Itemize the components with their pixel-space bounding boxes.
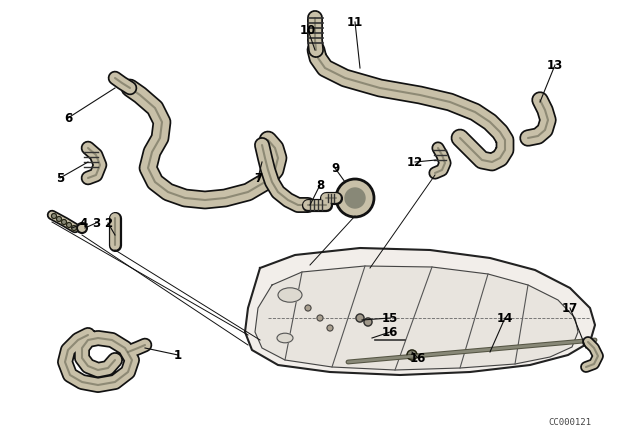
Circle shape bbox=[356, 314, 364, 322]
Text: 8: 8 bbox=[316, 178, 324, 191]
Ellipse shape bbox=[278, 288, 302, 302]
Text: 7: 7 bbox=[254, 172, 262, 185]
Circle shape bbox=[77, 223, 87, 233]
Ellipse shape bbox=[277, 333, 293, 343]
Text: 2: 2 bbox=[104, 216, 112, 229]
Text: 16: 16 bbox=[382, 326, 398, 339]
Text: 15: 15 bbox=[382, 311, 398, 324]
Text: 5: 5 bbox=[56, 172, 64, 185]
Circle shape bbox=[317, 315, 323, 321]
Text: 14: 14 bbox=[497, 311, 513, 324]
Circle shape bbox=[61, 220, 67, 224]
Circle shape bbox=[327, 325, 333, 331]
Text: 10: 10 bbox=[300, 23, 316, 36]
Text: 12: 12 bbox=[407, 155, 423, 168]
Text: 16: 16 bbox=[410, 352, 426, 365]
Circle shape bbox=[364, 318, 372, 326]
Text: 13: 13 bbox=[547, 59, 563, 72]
Circle shape bbox=[337, 180, 373, 216]
Circle shape bbox=[67, 223, 72, 228]
Text: 11: 11 bbox=[347, 16, 363, 29]
Text: 3: 3 bbox=[92, 216, 100, 229]
Text: 4: 4 bbox=[80, 216, 88, 229]
Circle shape bbox=[51, 214, 56, 219]
Text: 1: 1 bbox=[174, 349, 182, 362]
Circle shape bbox=[407, 350, 417, 360]
Polygon shape bbox=[245, 248, 595, 375]
Text: CC000121: CC000121 bbox=[548, 418, 591, 426]
Circle shape bbox=[305, 305, 311, 311]
Circle shape bbox=[56, 216, 61, 221]
Text: 17: 17 bbox=[562, 302, 578, 314]
Text: 9: 9 bbox=[331, 161, 339, 175]
Polygon shape bbox=[255, 266, 578, 370]
Circle shape bbox=[345, 188, 365, 208]
Text: 6: 6 bbox=[64, 112, 72, 125]
Circle shape bbox=[72, 225, 77, 231]
